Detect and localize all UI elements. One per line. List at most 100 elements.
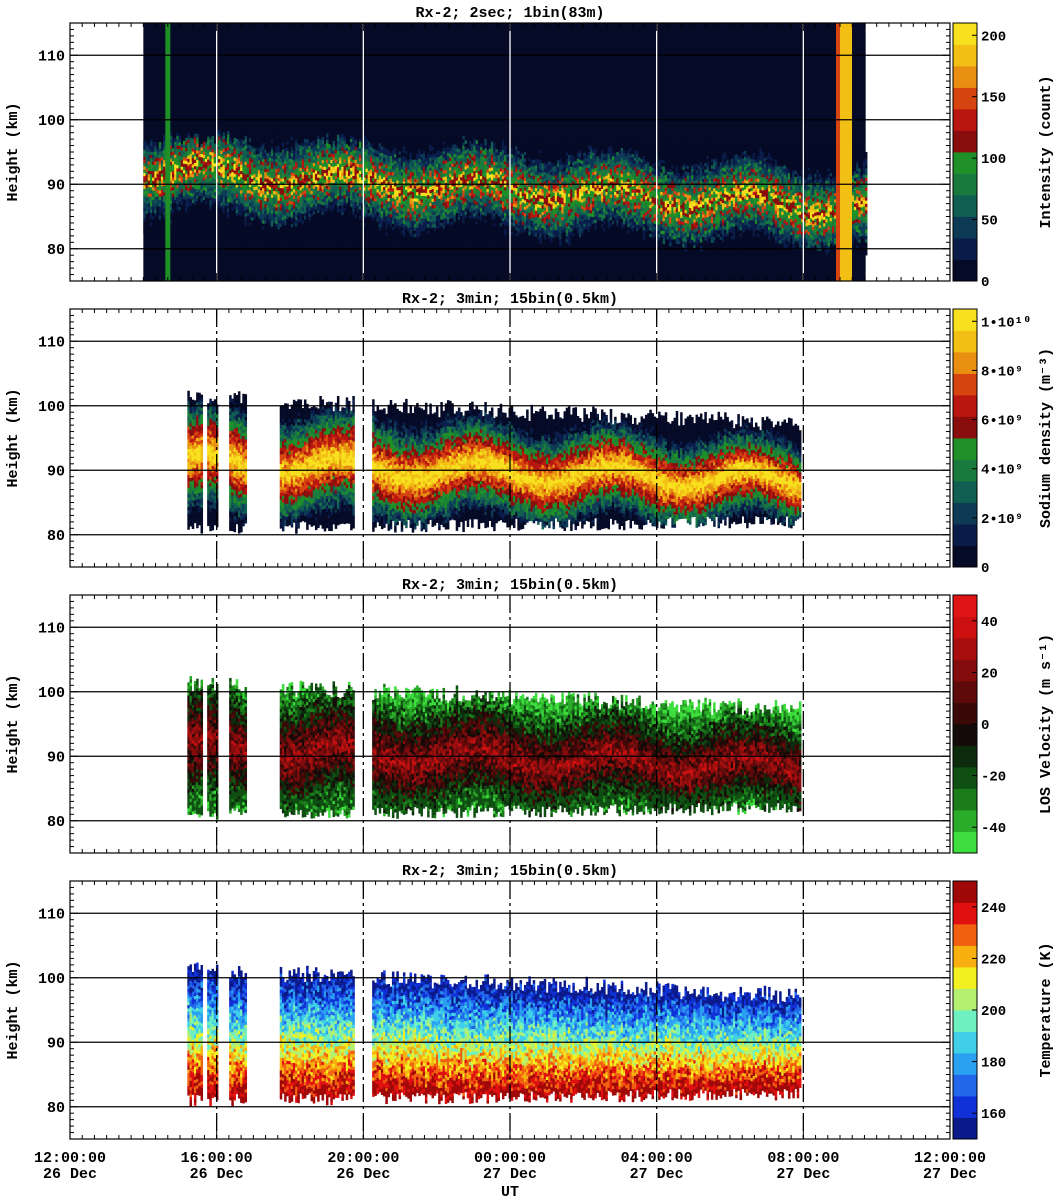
colorbar-swatch [953, 788, 977, 811]
colorbar-tick-label: 50 [981, 214, 998, 230]
colorbar-swatch [953, 44, 977, 67]
x-tick-date: 27 Dec [923, 1166, 977, 1183]
colorbar-swatch [953, 459, 977, 482]
colorbar-tick-label: 40 [981, 615, 998, 631]
colorbar-swatch [953, 502, 977, 525]
heatmap-field [187, 390, 802, 534]
x-tick-time: 08:00:00 [767, 1150, 839, 1167]
colorbar-swatch [953, 1010, 977, 1032]
colorbar-swatch [953, 238, 977, 260]
x-tick-time: 00:00:00 [474, 1150, 546, 1167]
y-axis-label: Height (km) [5, 388, 22, 487]
x-tick-time: 20:00:00 [327, 1150, 399, 1167]
x-tick-date: 26 Dec [190, 1166, 244, 1183]
x-axis-label: UT [501, 1184, 519, 1200]
colorbar-swatch [953, 545, 977, 568]
vertical-stripe [840, 23, 852, 281]
panel-1: Rx-2; 2sec; 1bin(83m) 80 90 100 110 Height (k… [5, 5, 1055, 291]
colorbar-swatch [953, 352, 977, 374]
y-tick-label: 100 [38, 685, 65, 702]
x-tick-date: 27 Dec [776, 1166, 830, 1183]
colorbar-swatch [953, 988, 977, 1011]
y-tick-label: 90 [47, 1035, 65, 1052]
y-tick-label: 100 [38, 971, 65, 988]
colorbar-tick-label: 160 [981, 1107, 1006, 1123]
y-tick-label: 110 [38, 334, 65, 351]
colorbar-tick-label: 1•10¹⁰ [981, 315, 1031, 331]
y-tick-label: 90 [47, 749, 65, 766]
colorbar-swatch [953, 881, 977, 903]
y-tick-label: 100 [38, 113, 65, 130]
colorbar-swatch [953, 66, 977, 88]
colorbar-tick-label: 220 [981, 952, 1006, 968]
colorbar-swatch [953, 810, 977, 832]
colorbar-swatch [953, 745, 977, 768]
y-tick-label: 80 [47, 814, 65, 831]
y-axis-label: Height (km) [5, 102, 22, 201]
y-axis-label: Height (km) [5, 960, 22, 1059]
colorbar-swatch [953, 616, 977, 639]
heatmap-field [143, 23, 868, 281]
vertical-stripe [165, 23, 171, 281]
y-tick-label: 110 [38, 48, 65, 65]
colorbar-swatch [953, 1031, 977, 1054]
vertical-stripe [836, 23, 840, 281]
colorbar-swatch [953, 481, 977, 503]
colorbar-swatch [953, 109, 977, 131]
x-tick-date: 27 Dec [483, 1166, 537, 1183]
panel-title: Rx-2; 3min; 15bin(0.5km) [402, 577, 618, 594]
colorbar-swatch [953, 395, 977, 417]
y-tick-label: 80 [47, 242, 65, 259]
colorbar-swatch [953, 595, 977, 617]
colorbar-swatch [953, 831, 977, 854]
colorbar-swatch [953, 373, 977, 396]
colorbar-swatch [953, 309, 977, 331]
x-tick-date: 26 Dec [43, 1166, 97, 1183]
y-tick-label: 110 [38, 906, 65, 923]
colorbar-tick-label: 200 [981, 1004, 1006, 1020]
colorbar-frame [952, 308, 978, 568]
colorbar-swatch [953, 659, 977, 682]
panel-4: Rx-2; 3min; 15bin(0.5km) 80 90 100 110 Height… [5, 863, 1055, 1140]
colorbar-swatch [953, 924, 977, 946]
colorbar: 0 50 100 150 200 Intensity (count) [952, 22, 1055, 291]
colorbar-tick-label: 240 [981, 901, 1006, 917]
colorbar-tick-label: 0 [981, 561, 989, 577]
y-tick-label: 100 [38, 399, 65, 416]
colorbar-swatch [953, 1096, 977, 1118]
colorbar-label: Intensity (count) [1038, 75, 1055, 228]
y-tick-label: 90 [47, 463, 65, 480]
x-tick-time: 12:00:00 [34, 1150, 106, 1167]
colorbar-swatch [953, 1074, 977, 1097]
colorbar-swatch [953, 87, 977, 110]
colorbar-frame [952, 22, 978, 282]
panel-2: Rx-2; 3min; 15bin(0.5km) 80 90 100 110 Height… [5, 291, 1055, 577]
colorbar-swatch [953, 259, 977, 282]
y-tick-label: 90 [47, 177, 65, 194]
colorbar: 160 180 200 220 240 Temperature (K) [952, 880, 1055, 1140]
colorbar-swatch [953, 173, 977, 196]
colorbar-tick-label: 6•10⁹ [981, 414, 1023, 430]
colorbar-swatch [953, 945, 977, 968]
colorbar-swatch [953, 438, 977, 460]
colorbar-tick-label: -40 [981, 821, 1006, 837]
x-tick-time: 16:00:00 [181, 1150, 253, 1167]
colorbar-tick-label: 200 [981, 29, 1006, 45]
colorbar: 0 2•10⁹ 4•10⁹ 6•10⁹ 8•10⁹ 1•10¹⁰ Sodium densit… [952, 308, 1055, 577]
colorbar-label: Sodium density (m⁻³) [1038, 348, 1055, 528]
y-tick-label: 80 [47, 528, 65, 545]
colorbar-tick-label: 8•10⁹ [981, 364, 1023, 380]
colorbar-tick-label: 4•10⁹ [981, 463, 1023, 479]
colorbar-label: LOS Velocity (m s⁻¹) [1038, 634, 1055, 814]
heatmap-field [187, 676, 802, 820]
colorbar-swatch [953, 681, 977, 703]
colorbar: -40 -20 0 20 40 LOS Velocity (m s⁻¹) [952, 594, 1055, 854]
colorbar-swatch [953, 724, 977, 746]
colorbar-swatch [953, 524, 977, 546]
colorbar-swatch [953, 1053, 977, 1075]
colorbar-tick-label: 150 [981, 91, 1006, 107]
colorbar-swatch [953, 638, 977, 660]
colorbar-tick-label: 100 [981, 152, 1006, 168]
colorbar-swatch [953, 967, 977, 989]
